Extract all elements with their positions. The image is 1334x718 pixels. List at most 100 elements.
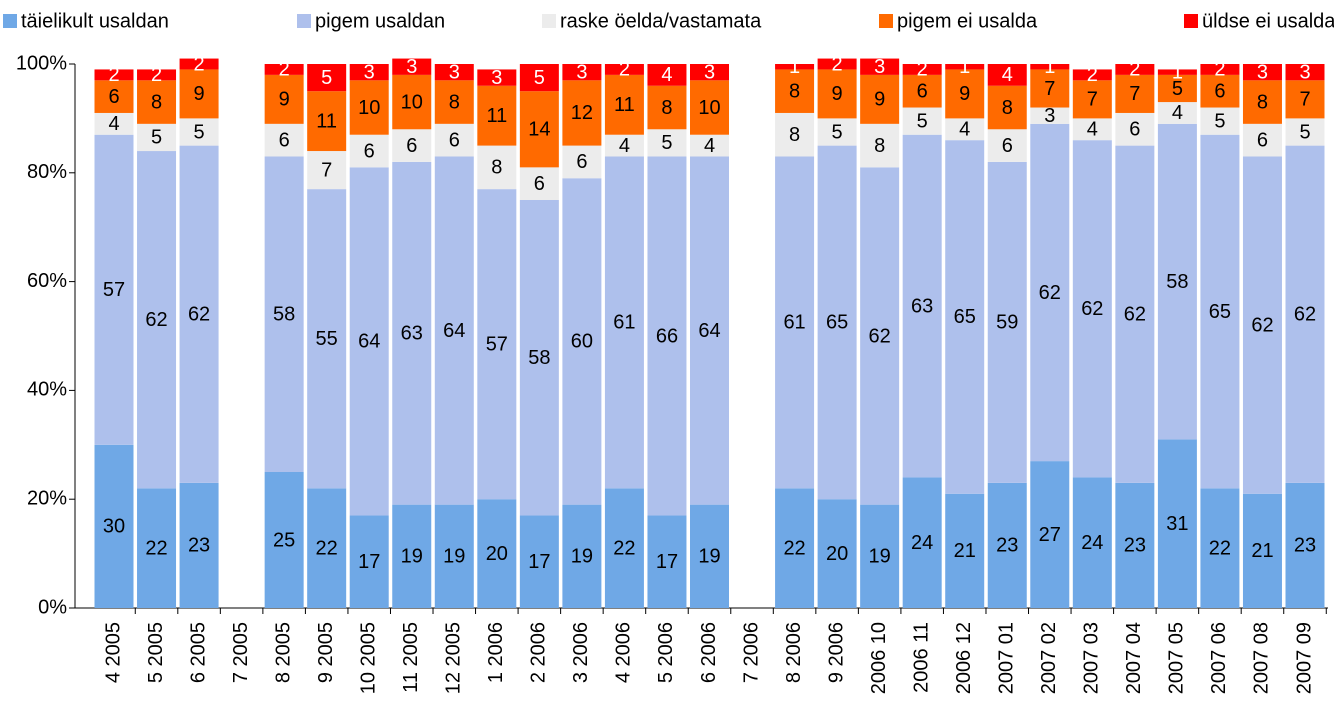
data-label: 62	[869, 325, 891, 347]
legend-label: üldse ei usalda	[1202, 10, 1334, 32]
x-tick-label: 3 2006	[570, 622, 592, 683]
data-label: 11	[614, 94, 635, 116]
data-label: 59	[996, 312, 1018, 334]
data-label: 21	[1251, 540, 1273, 562]
bar-segment	[987, 129, 1027, 162]
data-label: 64	[698, 320, 720, 342]
bar-segment	[860, 167, 900, 505]
data-label: 6	[279, 129, 290, 151]
bar-segment	[690, 80, 729, 135]
bar-segment	[902, 64, 942, 75]
data-label: 8	[151, 91, 162, 113]
legend-swatch	[879, 14, 893, 28]
x-tick-label: 2007 05	[1166, 622, 1188, 694]
data-label: 19	[571, 546, 593, 568]
data-label: 10	[401, 91, 423, 113]
bar-segment	[349, 134, 389, 168]
data-label: 6	[1257, 129, 1268, 151]
bar-segment	[690, 504, 729, 608]
data-label: 58	[528, 347, 550, 369]
data-label: 55	[316, 328, 338, 350]
bar-segment	[945, 118, 985, 141]
data-label: 22	[783, 537, 805, 559]
legend-swatch	[542, 14, 556, 28]
x-tick-label: 8 2005	[272, 622, 294, 683]
x-tick-label: 2006 11	[910, 622, 932, 693]
data-label: 31	[1166, 513, 1188, 535]
x-tick-label: 2007 02	[1038, 622, 1060, 694]
data-label: 1	[959, 56, 970, 78]
data-label: 5	[534, 67, 545, 89]
bar-segment	[392, 161, 432, 505]
bar-segment	[562, 178, 602, 505]
bar-segment	[1157, 123, 1197, 440]
bar-segment	[1115, 145, 1155, 483]
data-label: 11	[486, 105, 507, 127]
bar-segment	[1072, 80, 1112, 119]
bar-segment	[604, 134, 644, 157]
bar-segment	[562, 504, 602, 608]
data-label: 60	[571, 331, 593, 353]
bar-segment	[604, 156, 644, 489]
bar-segment	[349, 167, 389, 516]
x-tick-label: 4 2005	[102, 622, 124, 683]
data-label: 19	[698, 546, 720, 568]
data-label: 1	[1172, 61, 1183, 83]
data-label: 2	[619, 59, 630, 81]
data-label: 6	[917, 80, 928, 102]
data-label: 9	[832, 83, 843, 105]
data-label: 9	[194, 83, 205, 105]
x-tick-label: 1 2006	[485, 622, 507, 683]
legend-label: raske öelda/vastamata	[560, 10, 762, 32]
bar-segment	[604, 488, 644, 608]
data-label: 5	[194, 121, 205, 143]
data-label: 2	[108, 64, 119, 86]
bar-segment	[1157, 439, 1197, 608]
x-tick-label: 2007 06	[1208, 622, 1230, 694]
bar-segment	[1030, 461, 1070, 608]
bar-segment	[1157, 102, 1197, 124]
bar-segment	[987, 482, 1027, 608]
bar-segment	[264, 472, 304, 608]
data-label: 2	[279, 59, 290, 81]
data-label: 23	[1124, 535, 1146, 557]
data-label: 23	[1294, 535, 1316, 557]
bar-segment	[1285, 145, 1325, 483]
bar-segment	[264, 64, 304, 75]
bar-segment	[945, 493, 985, 608]
data-label: 20	[826, 543, 848, 565]
x-tick-label: 9 2005	[315, 622, 337, 683]
data-label: 61	[783, 312, 805, 334]
bar-segment	[1157, 69, 1197, 75]
data-label: 4	[1087, 119, 1098, 141]
data-label: 66	[656, 325, 678, 347]
data-label: 7	[1044, 78, 1055, 100]
bar-segment	[647, 64, 687, 86]
data-label: 5	[832, 121, 843, 143]
bar-segment	[519, 91, 559, 168]
bar-segment	[817, 145, 857, 500]
bar-segment	[519, 515, 559, 608]
x-tick-label: 5 2006	[655, 622, 677, 683]
bar-segment	[902, 74, 942, 108]
data-label: 6	[576, 151, 587, 173]
data-label: 7	[1129, 83, 1140, 105]
bar-segment	[434, 504, 474, 608]
bar-segment	[1157, 74, 1197, 103]
x-tick-label: 5 2005	[145, 622, 167, 683]
data-label: 3	[491, 67, 502, 89]
bar-segment	[902, 107, 942, 135]
bar-segment	[902, 134, 942, 478]
data-label: 6	[449, 129, 460, 151]
x-tick-label: 4 2006	[613, 622, 635, 683]
bar-segment	[690, 134, 729, 157]
bar-segment	[775, 69, 815, 113]
data-label: 22	[316, 537, 338, 559]
data-label: 1	[789, 56, 800, 78]
bar-segment	[1030, 69, 1070, 108]
bar-segment	[562, 64, 602, 81]
data-label: 22	[613, 537, 635, 559]
bar-segment	[307, 151, 347, 190]
data-label: 4	[108, 113, 119, 135]
bar-segment	[604, 64, 644, 75]
